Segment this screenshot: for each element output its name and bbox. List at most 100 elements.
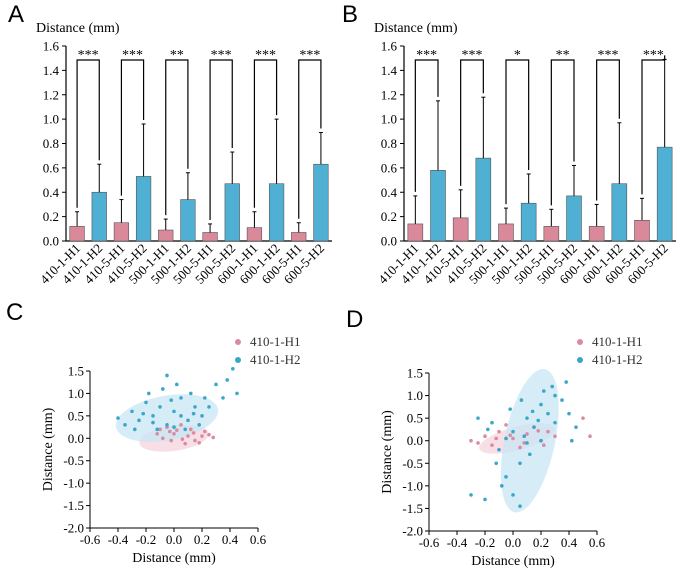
bar-600-1-H1 — [246, 227, 263, 242]
data-point-410-1-H1 — [207, 432, 211, 437]
data-point-410-1-H1 — [161, 436, 165, 441]
x-tick-label: 0.6 — [589, 535, 606, 550]
data-point-410-1-H2 — [116, 416, 120, 420]
significance-bracket — [253, 59, 278, 208]
y-tick-label: 0.8 — [43, 136, 59, 151]
x-tick-label: -0.6 — [419, 535, 440, 550]
data-point-410-1-H1 — [158, 427, 162, 432]
data-point-410-1-H2 — [189, 391, 193, 396]
data-point-410-1-H1 — [200, 434, 204, 438]
significance-bracket — [76, 59, 100, 208]
data-point-410-1-H1 — [497, 429, 501, 434]
bar-410-5-H1 — [452, 217, 469, 242]
data-point-410-1-H2 — [564, 380, 568, 384]
y-tick-label: 0.4 — [381, 185, 398, 200]
y-tick-label: 1.0 — [43, 112, 59, 127]
x-axis-title: Distance (mm) — [132, 551, 216, 566]
legend-label: 410-1-H1 — [592, 334, 643, 349]
data-point-410-1-H2 — [530, 409, 535, 414]
data-point-410-1-H2 — [525, 441, 529, 445]
data-point-410-1-H2 — [231, 366, 235, 371]
significance-bracket — [120, 59, 145, 196]
significance-label: *** — [416, 48, 437, 63]
bar-500-5-H2 — [224, 183, 240, 242]
data-point-410-1-H2 — [137, 418, 141, 423]
bar-600-1-H1 — [588, 226, 605, 242]
data-point-410-1-H2 — [144, 400, 148, 405]
data-point-410-1-H2 — [483, 497, 487, 502]
y-axis-title: Distance (mm) — [374, 21, 458, 36]
data-point-410-1-H2 — [511, 493, 515, 497]
data-point-410-1-H1 — [469, 438, 473, 443]
data-point-410-1-H1 — [588, 434, 592, 439]
data-point-410-1-H2 — [560, 398, 564, 402]
data-point-410-1-H2 — [155, 427, 159, 432]
data-point-410-1-H1 — [483, 434, 487, 439]
data-point-410-1-H2 — [183, 427, 187, 432]
y-tick-label: 0.2 — [43, 209, 59, 224]
data-point-410-1-H2 — [519, 398, 524, 402]
y-tick-label: 1.0 — [68, 386, 84, 401]
y-tick-label: 0.8 — [381, 136, 397, 151]
panel-label-b: B — [342, 1, 358, 28]
y-tick-label: 1.2 — [381, 87, 397, 102]
bar-chart-a: Distance (mm) 0.0 0.2 0.4 0.6 0.8 1.0 1.2 1.4 1.6… — [36, 21, 332, 287]
bar-600-5-H2 — [656, 146, 673, 242]
data-point-410-1-H1 — [553, 434, 557, 439]
data-point-410-1-H2 — [525, 416, 529, 420]
legend-label: 410-1-H2 — [250, 352, 301, 367]
significance-label: *** — [598, 48, 619, 63]
data-point-410-1-H2 — [165, 373, 169, 378]
data-point-410-1-H2 — [221, 396, 225, 400]
data-point-410-1-H2 — [518, 504, 522, 508]
data-point-410-1-H2 — [165, 423, 169, 427]
data-point-410-1-H1 — [175, 428, 179, 433]
data-point-410-1-H1 — [581, 416, 585, 420]
y-tick-label: 1.5 — [407, 366, 423, 381]
data-point-410-1-H2 — [186, 418, 190, 423]
data-point-410-1-H1 — [197, 440, 201, 445]
data-point-410-1-H2 — [574, 425, 578, 429]
data-point-410-1-H2 — [191, 411, 196, 416]
x-tick-label: 0.4 — [222, 532, 239, 547]
x-tick-label: -0.4 — [108, 532, 129, 547]
x-axis-title: Distance (mm) — [471, 554, 555, 569]
bar-500-5-H1 — [202, 232, 218, 242]
significance-label: *** — [211, 48, 232, 63]
data-point-410-1-H1 — [536, 428, 540, 433]
data-point-410-1-H2 — [570, 438, 574, 443]
y-tick-label: 1.4 — [43, 63, 60, 78]
y-tick-label: 1.5 — [68, 364, 84, 379]
data-point-410-1-H2 — [476, 416, 480, 420]
y-tick-label: 0.0 — [68, 431, 84, 446]
legend-marker — [577, 357, 583, 363]
bar-500-5-H2 — [566, 195, 582, 242]
data-point-410-1-H1 — [180, 437, 185, 441]
bar-chart-b: Distance (mm) 0.0 0.2 0.4 0.6 0.8 1.0 1.2 1.4 1.6… — [374, 21, 676, 287]
y-tick-label: -0.5 — [402, 456, 423, 471]
y-tick-label: 0.6 — [381, 160, 398, 175]
data-point-410-1-H1 — [168, 429, 172, 434]
bar-500-5-H1 — [543, 226, 560, 242]
bar-410-5-H2 — [475, 157, 492, 242]
significance-label: *** — [643, 48, 664, 63]
data-point-410-1-H2 — [539, 402, 543, 407]
data-point-410-1-H2 — [518, 461, 522, 466]
data-point-410-1-H2 — [141, 411, 145, 416]
bar-500-1-H2 — [520, 202, 537, 242]
data-point-410-1-H1 — [525, 432, 529, 436]
data-point-410-1-H2 — [542, 389, 546, 393]
data-point-410-1-H2 — [508, 407, 512, 411]
data-point-410-1-H2 — [179, 414, 183, 418]
data-point-410-1-H1 — [193, 438, 197, 443]
data-point-410-1-H1 — [179, 423, 183, 427]
bar-500-1-H1 — [158, 229, 174, 242]
data-point-410-1-H2 — [494, 461, 499, 466]
data-point-410-1-H2 — [486, 427, 490, 432]
x-tick-label: 0.4 — [561, 535, 578, 550]
y-tick-label: 0.2 — [381, 209, 397, 224]
data-point-410-1-H2 — [203, 396, 207, 400]
significance-label: *** — [122, 48, 143, 63]
y-tick-label: 0.0 — [381, 234, 397, 249]
